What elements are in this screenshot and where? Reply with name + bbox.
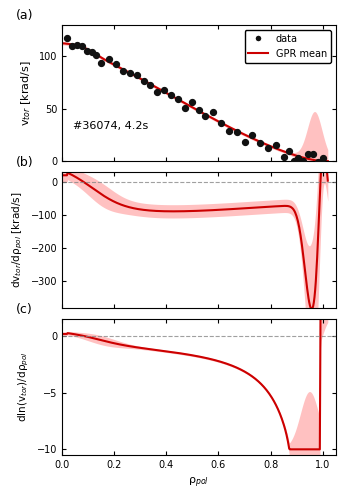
Point xyxy=(70,42,75,50)
Point xyxy=(218,119,224,127)
Point xyxy=(305,150,311,158)
Text: #36074, 4.2s: #36074, 4.2s xyxy=(73,121,148,131)
Point xyxy=(242,138,247,146)
Point xyxy=(273,141,279,149)
Point xyxy=(141,77,146,85)
Point xyxy=(106,55,112,63)
Point xyxy=(74,42,80,50)
Point xyxy=(168,91,174,99)
Legend: data, GPR mean: data, GPR mean xyxy=(245,30,331,62)
Y-axis label: v$_{tor}$ [krad/s]: v$_{tor}$ [krad/s] xyxy=(20,60,34,126)
Point xyxy=(162,86,167,94)
Text: (c): (c) xyxy=(16,303,33,316)
Point xyxy=(286,148,292,156)
Point xyxy=(175,94,181,102)
Point xyxy=(148,81,153,89)
Point xyxy=(296,154,301,162)
Y-axis label: dv$_{tor}$/dρ$_{pol}$ [krad/s]: dv$_{tor}$/dρ$_{pol}$ [krad/s] xyxy=(11,192,25,288)
Text: (b): (b) xyxy=(16,156,34,169)
X-axis label: ρ$_{pol}$: ρ$_{pol}$ xyxy=(189,476,209,490)
Point xyxy=(210,108,216,116)
Point xyxy=(79,42,85,50)
Point xyxy=(249,131,255,139)
Point xyxy=(300,158,306,166)
Point xyxy=(182,104,188,112)
Point xyxy=(196,106,201,114)
Y-axis label: dln(v$_{tor}$)/dρ$_{pol}$: dln(v$_{tor}$)/dρ$_{pol}$ xyxy=(17,352,31,422)
Point xyxy=(89,48,94,56)
Point xyxy=(120,67,126,75)
Point xyxy=(257,139,263,147)
Point xyxy=(155,88,160,96)
Text: (a): (a) xyxy=(16,10,33,22)
Point xyxy=(134,71,139,79)
Point xyxy=(315,158,320,166)
Point xyxy=(203,112,208,120)
Point xyxy=(127,70,133,78)
Point xyxy=(265,144,271,152)
Point xyxy=(189,98,194,106)
Point xyxy=(234,128,239,136)
Point xyxy=(113,60,119,68)
Point xyxy=(310,150,316,158)
Point xyxy=(99,59,104,67)
Point xyxy=(291,158,297,166)
Point xyxy=(281,152,286,160)
Point xyxy=(320,154,325,162)
Point xyxy=(94,50,99,58)
Point xyxy=(84,48,90,56)
Point xyxy=(226,128,232,136)
Point xyxy=(65,34,70,42)
